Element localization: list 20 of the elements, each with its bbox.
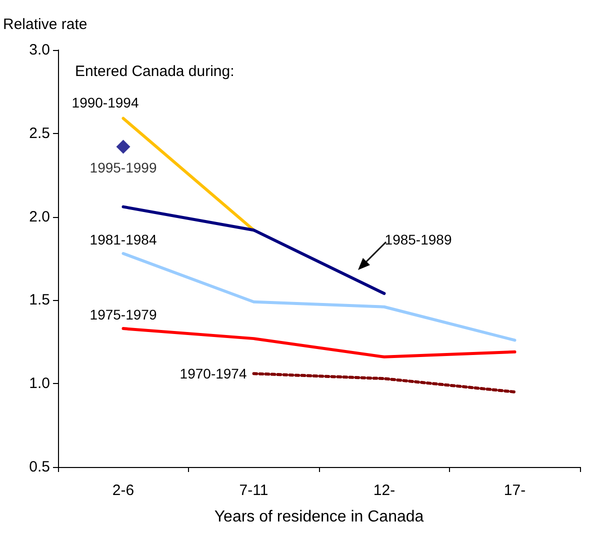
x-tick-label: 17- [504, 482, 526, 499]
x-tick-label: 12- [373, 482, 396, 499]
x-axis-title: Years of residence in Canada [214, 508, 424, 526]
y-tick-label: 1.5 [29, 292, 50, 309]
y-tick-label: 1.0 [29, 375, 50, 392]
x-tick-label: 2-6 [112, 482, 134, 499]
line-series [122, 327, 516, 358]
series-label: 1995-1999 [90, 160, 157, 176]
x-tick-label: 7-11 [239, 482, 268, 499]
y-axis-title: Relative rate [3, 16, 88, 33]
legend-title: Entered Canada during: [75, 63, 234, 80]
y-tick-label: 2.5 [29, 124, 50, 142]
y-tick-label: 3.0 [29, 42, 50, 58]
y-tick-label: 2.0 [29, 208, 50, 226]
series-label: 1975-1979 [90, 306, 157, 323]
y-tick-label: 0.5 [29, 458, 50, 476]
text: 1985-1989 [384, 232, 452, 248]
series-label: 1990-1994 [72, 94, 139, 110]
series-label: 1970-1974 [180, 366, 247, 382]
series-label: 1981-1984 [90, 231, 157, 248]
